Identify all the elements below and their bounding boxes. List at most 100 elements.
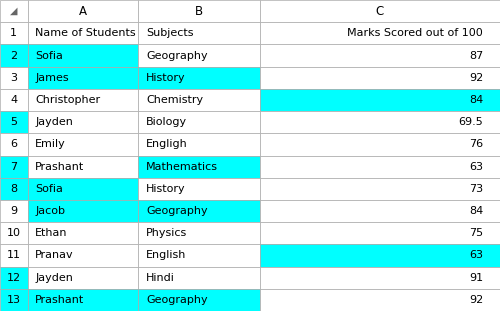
Text: 76: 76	[469, 139, 483, 149]
Bar	[28, 200, 138, 222]
Bar	[138, 22, 260, 44]
Bar	[28, 156, 138, 178]
Bar	[0, 289, 28, 311]
Text: Chemistry: Chemistry	[146, 95, 203, 105]
Bar	[260, 178, 500, 200]
Text: 2: 2	[10, 50, 18, 61]
Bar	[260, 89, 500, 111]
Text: Sofia: Sofia	[35, 50, 63, 61]
Bar	[138, 67, 260, 89]
Text: Geography: Geography	[146, 50, 208, 61]
Text: 13: 13	[7, 295, 21, 305]
Bar	[260, 22, 500, 44]
Bar	[260, 200, 500, 222]
Text: Emily: Emily	[35, 139, 66, 149]
Bar	[138, 178, 260, 200]
Bar	[28, 222, 138, 244]
Bar	[0, 244, 28, 267]
Bar	[28, 0, 138, 22]
Bar	[0, 133, 28, 156]
Text: 4: 4	[10, 95, 18, 105]
Text: Hindi: Hindi	[146, 273, 175, 283]
Text: Ethan: Ethan	[35, 228, 68, 238]
Bar	[0, 0, 28, 22]
Bar	[0, 44, 28, 67]
Bar	[138, 0, 260, 22]
Text: Prashant: Prashant	[35, 295, 84, 305]
Text: Jayden: Jayden	[35, 273, 73, 283]
Bar	[0, 22, 28, 44]
Text: Subjects: Subjects	[146, 28, 194, 38]
Text: 75: 75	[469, 228, 483, 238]
Text: 92: 92	[469, 73, 483, 83]
Bar	[0, 89, 28, 111]
Text: 92: 92	[469, 295, 483, 305]
Text: 12: 12	[6, 273, 21, 283]
Text: Biology: Biology	[146, 117, 187, 127]
Bar	[138, 44, 260, 67]
Text: English: English	[146, 250, 186, 261]
Text: 11: 11	[7, 250, 21, 261]
Bar	[260, 133, 500, 156]
Bar	[28, 133, 138, 156]
Bar	[260, 289, 500, 311]
Bar	[0, 156, 28, 178]
Text: History: History	[146, 184, 186, 194]
Bar	[28, 67, 138, 89]
Text: Geography: Geography	[146, 295, 208, 305]
Bar	[260, 0, 500, 22]
Text: Prashant: Prashant	[35, 162, 84, 172]
Bar	[138, 156, 260, 178]
Text: Geography: Geography	[146, 206, 208, 216]
Text: 10: 10	[7, 228, 21, 238]
Text: Jacob: Jacob	[35, 206, 65, 216]
Bar	[28, 267, 138, 289]
Text: 8: 8	[10, 184, 18, 194]
Bar	[138, 89, 260, 111]
Text: 91: 91	[469, 273, 483, 283]
Text: ◢: ◢	[10, 6, 18, 16]
Text: 73: 73	[469, 184, 483, 194]
Bar	[260, 67, 500, 89]
Text: Engligh: Engligh	[146, 139, 188, 149]
Bar	[138, 222, 260, 244]
Text: Mathematics: Mathematics	[146, 162, 218, 172]
Text: Christopher: Christopher	[35, 95, 100, 105]
Text: Marks Scored out of 100: Marks Scored out of 100	[348, 28, 483, 38]
Text: 63: 63	[469, 250, 483, 261]
Bar	[0, 67, 28, 89]
Text: 69.5: 69.5	[458, 117, 483, 127]
Text: Name of Students: Name of Students	[35, 28, 136, 38]
Text: 5: 5	[10, 117, 17, 127]
Text: 1: 1	[10, 28, 17, 38]
Text: James: James	[35, 73, 69, 83]
Bar	[28, 89, 138, 111]
Text: History: History	[146, 73, 186, 83]
Bar	[28, 44, 138, 67]
Bar	[0, 267, 28, 289]
Bar	[260, 267, 500, 289]
Bar	[28, 178, 138, 200]
Bar	[138, 111, 260, 133]
Text: 63: 63	[469, 162, 483, 172]
Bar	[138, 267, 260, 289]
Text: 84: 84	[469, 95, 483, 105]
Text: B: B	[194, 5, 203, 18]
Bar	[28, 111, 138, 133]
Text: Sofia: Sofia	[35, 184, 63, 194]
Bar	[0, 200, 28, 222]
Text: 7: 7	[10, 162, 18, 172]
Bar	[0, 111, 28, 133]
Bar	[260, 156, 500, 178]
Bar	[28, 22, 138, 44]
Text: C: C	[376, 5, 384, 18]
Text: 84: 84	[469, 206, 483, 216]
Bar	[0, 222, 28, 244]
Bar	[138, 244, 260, 267]
Bar	[28, 289, 138, 311]
Text: 6: 6	[10, 139, 17, 149]
Bar	[138, 133, 260, 156]
Bar	[28, 244, 138, 267]
Text: 87: 87	[469, 50, 483, 61]
Text: Physics: Physics	[146, 228, 188, 238]
